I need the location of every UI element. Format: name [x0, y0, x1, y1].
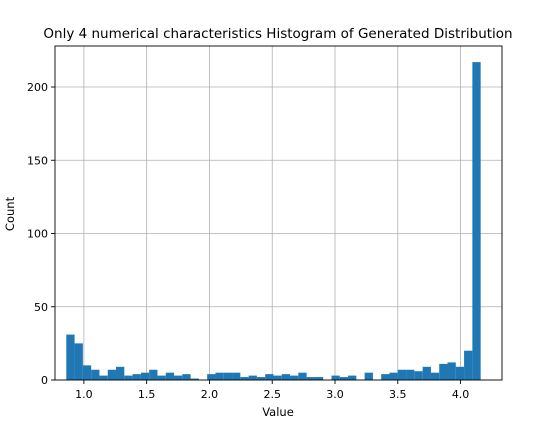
histogram-bar — [190, 378, 199, 380]
tick-marks: 1.0 1.5 2.0 2.5 3.0 3.5 4.0 0 50 100 150 200 — [27, 81, 469, 401]
histogram-bar — [422, 366, 431, 380]
histogram-bar — [414, 371, 423, 380]
histogram-bars — [66, 62, 481, 380]
histogram-bar — [364, 372, 373, 380]
histogram-bar — [306, 377, 315, 380]
histogram-bar — [273, 375, 282, 380]
histogram-bar — [232, 372, 241, 380]
histogram-bar — [381, 374, 390, 380]
histogram-bar — [447, 362, 456, 380]
y-tick-label: 150 — [27, 154, 48, 167]
histogram-bar — [74, 343, 83, 380]
histogram-bar — [430, 372, 440, 380]
histogram-bar — [439, 363, 448, 380]
histogram-bar — [397, 369, 407, 380]
histogram-bar — [314, 377, 324, 380]
x-tick-label: 3.0 — [326, 388, 344, 401]
histogram-bar — [256, 377, 266, 380]
y-axis-label: Count — [3, 196, 17, 231]
histogram-bar — [99, 375, 108, 380]
histogram-bar — [165, 372, 175, 380]
histogram-bar — [348, 375, 357, 380]
histogram-bar — [223, 372, 233, 380]
y-tick-label: 200 — [27, 81, 48, 94]
histogram-bar — [157, 375, 166, 380]
histogram-bar — [265, 374, 274, 380]
x-axis-label: Value — [262, 405, 294, 419]
histogram-bar — [66, 334, 75, 380]
x-tick-label: 1.0 — [75, 388, 93, 401]
histogram-bar — [140, 372, 150, 380]
plot-frame — [54, 45, 503, 381]
y-tick-label: 0 — [41, 374, 48, 387]
histogram-bar — [174, 375, 183, 380]
x-tick-label: 1.5 — [138, 388, 156, 401]
y-tick-label: 100 — [27, 228, 48, 241]
histogram-bar — [331, 375, 340, 380]
histogram-bar — [182, 374, 191, 380]
histogram-bar — [406, 369, 415, 380]
histogram-bar — [207, 374, 216, 380]
x-tick-label: 2.5 — [263, 388, 281, 401]
histogram-bar — [455, 366, 465, 380]
histogram-bar — [91, 369, 100, 380]
grid-lines — [55, 46, 502, 381]
histogram-bar — [248, 375, 257, 380]
histogram-bar — [240, 377, 249, 380]
histogram-bar — [464, 350, 473, 380]
histogram-bar — [149, 369, 158, 380]
histogram-bar — [107, 369, 117, 380]
histogram-bar — [124, 375, 133, 380]
histogram-bar — [132, 374, 141, 380]
histogram-bar — [215, 372, 224, 380]
histogram-bar — [281, 374, 291, 380]
histogram-bar — [339, 377, 349, 380]
histogram-bar — [290, 375, 299, 380]
y-tick-label: 50 — [34, 301, 48, 314]
x-tick-label: 3.5 — [389, 388, 407, 401]
chart-title: Only 4 numerical characteristics Histogr… — [43, 26, 512, 42]
x-tick-label: 2.0 — [201, 388, 219, 401]
histogram-bar — [298, 372, 307, 380]
histogram-bar — [389, 372, 398, 380]
histogram-bar — [116, 366, 125, 380]
histogram-bar — [82, 365, 92, 380]
histogram-bar — [472, 62, 481, 380]
x-tick-label: 4.0 — [452, 388, 470, 401]
axes — [54, 45, 503, 381]
